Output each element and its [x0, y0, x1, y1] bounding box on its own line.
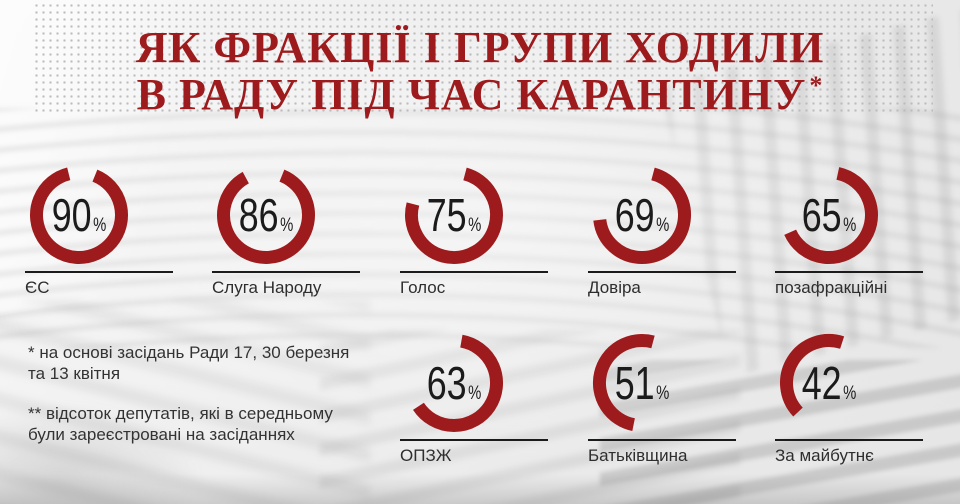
donut-arc	[413, 334, 503, 432]
donut-arc	[217, 169, 315, 264]
attendance-donut: 90%	[27, 163, 131, 267]
background-bottom-shade	[0, 474, 960, 504]
percent-sign: %	[656, 215, 670, 236]
donut-arc	[592, 334, 655, 432]
donut-arc-svg	[592, 334, 655, 432]
label-rule	[588, 439, 736, 441]
attendance-number: 63	[426, 357, 467, 409]
label-rule	[775, 439, 923, 441]
percent-sign: %	[468, 215, 482, 236]
percent-sign: %	[468, 383, 482, 404]
attendance-value: 42%	[777, 331, 881, 435]
attendance-number: 90	[51, 189, 92, 241]
attendance-number: 86	[238, 189, 279, 241]
attendance-donut: 86%	[214, 163, 318, 267]
attendance-donut: 75%	[402, 163, 506, 267]
attendance-value: 51%	[590, 331, 694, 435]
dot-pattern	[33, 2, 933, 115]
donut-arc-svg	[593, 167, 691, 264]
faction-label: ОПЗЖ	[400, 446, 452, 465]
percent-sign: %	[843, 215, 857, 236]
attendance-donut: 65%	[777, 163, 881, 267]
donut-arc	[784, 167, 878, 264]
faction-cell: 42% За майбутнє	[775, 331, 925, 465]
title-text-2: В РАДУ ПІД ЧАС КАРАНТИНУ	[136, 70, 807, 119]
label-rule	[25, 271, 173, 273]
faction-cell: 63% ОПЗЖ	[400, 331, 550, 465]
label-rule	[212, 271, 360, 273]
donut-arc	[405, 167, 503, 264]
background-seats-bottom-right	[600, 360, 960, 504]
donut-arc-svg	[780, 334, 845, 417]
background-seat-rows	[0, 108, 960, 348]
faction-cell: 75% Голос	[400, 163, 550, 297]
attendance-number: 65	[801, 189, 842, 241]
footnotes: * на основі засідань Ради 17, 30 березня…	[28, 342, 388, 464]
percent-sign: %	[843, 383, 857, 404]
title-asterisk: *	[809, 71, 824, 100]
attendance-number: 69	[614, 189, 655, 241]
attendance-donut: 42%	[777, 331, 881, 435]
faction-cell: 65% позафракційні	[775, 163, 925, 297]
label-rule	[775, 271, 923, 273]
donut-arc	[593, 167, 691, 264]
faction-label: Слуга Народу	[212, 278, 322, 297]
percent-sign: %	[280, 215, 294, 236]
footnote-2: ** відсоток депутатів, які в середньому б…	[28, 404, 333, 444]
attendance-value: 90%	[27, 163, 131, 267]
faction-label: ЄС	[25, 278, 50, 297]
attendance-number: 42	[801, 357, 842, 409]
donut-arc	[780, 334, 845, 417]
donut-arc	[30, 167, 128, 264]
faction-cell: 90% ЄС	[25, 163, 175, 297]
percent-sign: %	[93, 215, 107, 236]
donut-arc-svg	[30, 167, 128, 264]
faction-label: Батьківщина	[588, 446, 688, 465]
faction-label: Голос	[400, 278, 446, 297]
footnote-1: * на основі засідань Ради 17, 30 березня…	[28, 343, 350, 383]
page-title: ЯК ФРАКЦІЇ І ГРУПИ ХОДИЛИ В РАДУ ПІД ЧАС…	[0, 24, 960, 124]
percent-sign: %	[656, 383, 670, 404]
attendance-value: 69%	[590, 163, 694, 267]
faction-label: Довіра	[588, 278, 641, 297]
faction-cell: 51% Батьківщина	[588, 331, 738, 465]
faction-label: позафракційні	[775, 278, 888, 297]
label-rule	[588, 271, 736, 273]
title-line-2: В РАДУ ПІД ЧАС КАРАНТИНУ *	[0, 71, 960, 124]
title-line-1: ЯК ФРАКЦІЇ І ГРУПИ ХОДИЛИ	[0, 24, 960, 71]
donut-arc-svg	[413, 334, 503, 432]
attendance-donut: 69%	[590, 163, 694, 267]
donut-arc-svg	[784, 167, 878, 264]
label-rule	[400, 271, 548, 273]
faction-cell: 86% Слуга Народу	[212, 163, 362, 297]
attendance-value: 65%	[777, 163, 881, 267]
donut-arc-svg	[405, 167, 503, 264]
faction-cell: 69% Довіра	[588, 163, 738, 297]
attendance-value: 86%	[214, 163, 318, 267]
attendance-number: 75	[426, 189, 467, 241]
donut-arc-svg	[217, 169, 315, 264]
title-text-1: ЯК ФРАКЦІЇ І ГРУПИ ХОДИЛИ	[135, 23, 825, 72]
faction-label: За майбутнє	[775, 446, 874, 465]
attendance-value: 63%	[402, 331, 506, 435]
attendance-donut: 63%	[402, 331, 506, 435]
attendance-number: 51	[614, 357, 655, 409]
attendance-donut: 51%	[590, 331, 694, 435]
attendance-value: 75%	[402, 163, 506, 267]
background-seats-bottom-left	[0, 300, 370, 504]
label-rule	[400, 439, 548, 441]
background-seats-bottom-mid	[320, 330, 740, 504]
